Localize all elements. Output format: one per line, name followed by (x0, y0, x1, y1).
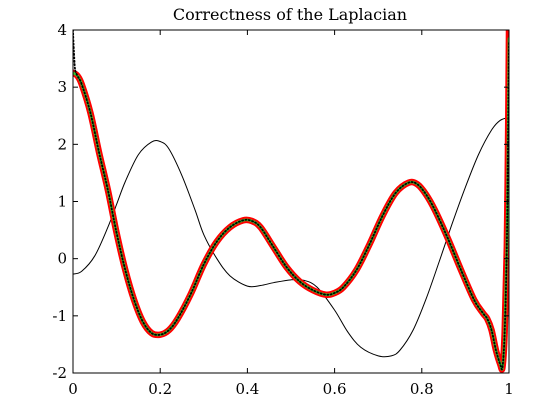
y-tick-label: -1 (52, 307, 67, 325)
y-tick-label: 2 (57, 135, 67, 153)
x-tick-label: 0.8 (410, 380, 434, 398)
y-tick-label: -2 (52, 364, 67, 382)
y-tick-label: 1 (57, 193, 67, 211)
x-tick-label: 0.4 (235, 380, 259, 398)
plot-area-frame (72, 29, 510, 374)
y-tick-label: 3 (57, 78, 67, 96)
series-line-4 (73, 30, 509, 371)
axes-layer: 0 0.2 0.4 0.6 0.8 1 -2 -1 0 1 2 3 4 (52, 21, 513, 398)
chart-title: Correctness of the Laplacian (173, 5, 407, 24)
x-tick-label: 0.2 (148, 380, 172, 398)
series-layer (73, 30, 509, 373)
series-line-1 (73, 116, 509, 358)
x-tick-label: 0.6 (323, 380, 347, 398)
series-line-2 (73, 30, 509, 373)
y-tick-label: 0 (57, 250, 67, 268)
y-tick-label: 4 (57, 21, 67, 39)
x-tick-label: 0 (68, 380, 78, 398)
x-tick-label: 1 (504, 380, 514, 398)
